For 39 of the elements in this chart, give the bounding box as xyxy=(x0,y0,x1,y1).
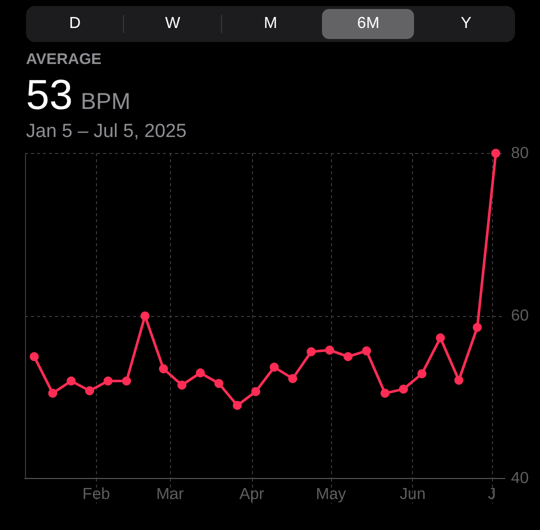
y-tick-label: 60 xyxy=(511,307,529,324)
x-tick-label: J xyxy=(488,486,496,504)
point xyxy=(196,368,205,378)
point xyxy=(270,362,279,372)
point xyxy=(417,369,426,378)
point xyxy=(177,380,186,390)
x-tick-label: Apr xyxy=(239,486,265,504)
point xyxy=(472,322,482,332)
segmented-control: D W M 6M Y xyxy=(26,6,515,42)
chart-title: AVERAGE xyxy=(26,51,102,68)
x-tick-label: Jun xyxy=(400,486,426,504)
point xyxy=(232,400,242,410)
point xyxy=(214,378,224,388)
x-tick-label: Mar xyxy=(156,486,184,504)
point xyxy=(66,376,76,386)
point xyxy=(122,376,132,386)
point xyxy=(306,347,316,356)
point xyxy=(104,376,113,386)
point xyxy=(140,311,150,320)
point xyxy=(85,386,94,396)
point xyxy=(251,387,260,396)
point xyxy=(48,388,58,398)
point xyxy=(288,374,298,384)
x-tick-label: May xyxy=(316,486,346,504)
y-tick-label: 80 xyxy=(511,144,529,162)
x-tick-label: Feb xyxy=(82,486,110,504)
point xyxy=(362,346,372,356)
point xyxy=(436,333,445,342)
point xyxy=(325,346,334,355)
chart-subtitle: Jan 5 – Jul 5, 2025 xyxy=(26,121,187,142)
point xyxy=(380,388,390,398)
point xyxy=(30,352,39,362)
point xyxy=(158,364,168,374)
text: 53 BPM xyxy=(26,71,131,118)
point xyxy=(398,384,408,394)
point xyxy=(491,148,500,158)
point xyxy=(344,352,353,362)
point xyxy=(454,376,464,385)
y-tick-label: 40 xyxy=(511,470,529,488)
